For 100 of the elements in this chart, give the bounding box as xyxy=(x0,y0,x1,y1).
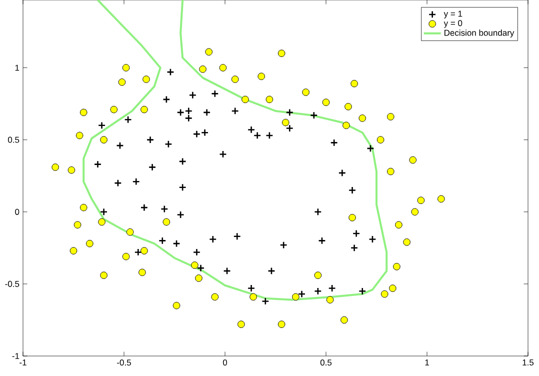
point xyxy=(124,116,132,124)
point xyxy=(132,178,140,186)
point xyxy=(292,293,300,301)
point xyxy=(250,293,257,301)
point xyxy=(100,208,108,216)
point xyxy=(160,205,168,213)
point xyxy=(205,48,212,56)
point xyxy=(282,118,290,126)
y-tick-label: 0.5 xyxy=(8,136,20,143)
point xyxy=(322,98,330,106)
point xyxy=(172,302,180,310)
x-tick-label: 1.5 xyxy=(522,360,534,366)
y-tick-label: -0.5 xyxy=(5,280,20,287)
point xyxy=(126,228,134,236)
point xyxy=(192,130,201,138)
point xyxy=(258,72,266,80)
point xyxy=(94,160,102,168)
point xyxy=(209,235,217,244)
point xyxy=(352,230,360,238)
point xyxy=(358,114,366,122)
point xyxy=(314,287,322,295)
point xyxy=(298,290,306,298)
point xyxy=(68,166,76,174)
point xyxy=(368,235,376,244)
point xyxy=(80,204,88,212)
legend-label: y = 1 xyxy=(444,10,462,18)
point xyxy=(52,164,59,171)
x-tick-label: 0.5 xyxy=(320,360,332,366)
point xyxy=(393,262,400,270)
x-tick-label: -0.5 xyxy=(117,360,131,366)
point xyxy=(348,186,356,194)
point xyxy=(86,240,94,248)
point xyxy=(231,107,239,115)
point xyxy=(266,132,274,140)
point xyxy=(178,158,186,166)
point xyxy=(138,268,146,276)
point xyxy=(188,91,197,99)
point xyxy=(211,90,219,98)
point xyxy=(211,293,219,301)
point xyxy=(98,218,106,226)
point xyxy=(148,163,156,172)
point xyxy=(140,247,148,254)
point xyxy=(74,221,82,228)
point xyxy=(253,132,262,140)
x-tick-label: 0 xyxy=(222,360,228,366)
point xyxy=(192,248,201,256)
point xyxy=(196,264,205,272)
point xyxy=(310,111,318,120)
point xyxy=(100,272,108,279)
point xyxy=(231,76,239,83)
point xyxy=(191,262,198,269)
point xyxy=(411,208,419,216)
point xyxy=(184,114,192,122)
x-tick-label: 1 xyxy=(425,360,429,366)
point xyxy=(328,284,336,292)
point xyxy=(233,232,241,240)
point xyxy=(140,106,148,114)
point xyxy=(348,214,356,222)
point xyxy=(140,204,148,212)
point xyxy=(162,96,170,104)
point xyxy=(326,296,334,304)
point xyxy=(242,96,249,104)
point xyxy=(344,103,352,110)
point xyxy=(386,113,394,120)
point xyxy=(417,196,425,204)
point xyxy=(172,240,180,248)
point xyxy=(314,272,322,279)
point xyxy=(262,297,270,306)
point xyxy=(350,244,358,252)
point xyxy=(380,290,388,298)
point xyxy=(176,108,184,116)
point xyxy=(318,236,326,245)
point xyxy=(158,236,166,245)
point xyxy=(286,108,294,116)
point xyxy=(286,124,294,132)
point xyxy=(199,66,206,73)
point xyxy=(238,320,245,328)
point xyxy=(386,168,394,176)
y-tick-label: 1 xyxy=(15,64,20,71)
point xyxy=(166,68,174,76)
point xyxy=(403,238,410,246)
point xyxy=(342,122,350,130)
point xyxy=(266,96,274,104)
point xyxy=(114,179,122,187)
point xyxy=(110,106,118,114)
point xyxy=(118,78,126,86)
point xyxy=(247,126,256,134)
point xyxy=(219,64,227,72)
point xyxy=(278,50,286,57)
x-tick-label: -1 xyxy=(20,360,26,366)
point xyxy=(122,64,130,72)
point xyxy=(389,284,396,292)
point xyxy=(395,221,402,228)
point xyxy=(247,284,256,292)
point xyxy=(176,210,184,219)
point xyxy=(366,144,374,152)
point xyxy=(134,248,142,256)
point xyxy=(268,267,276,275)
point xyxy=(200,128,209,136)
point xyxy=(122,252,130,260)
